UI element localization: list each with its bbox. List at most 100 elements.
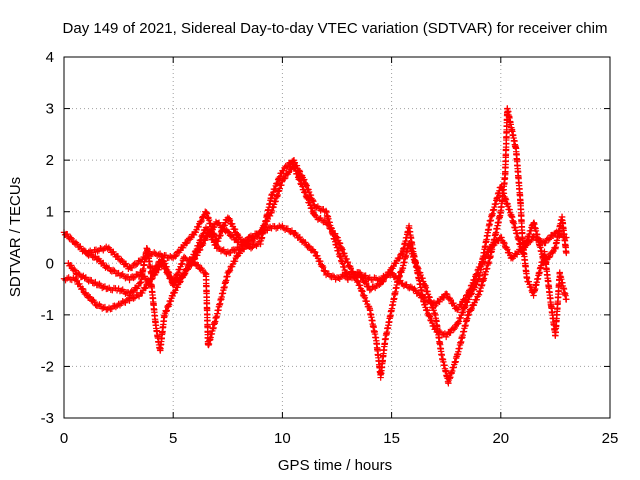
data-point: [165, 268, 172, 275]
data-point: [436, 327, 443, 335]
data-point: [542, 239, 549, 247]
data-point: [126, 292, 133, 299]
data-point: [459, 309, 466, 316]
data-point: [119, 257, 126, 265]
data-point: [187, 234, 195, 241]
data-point: [226, 267, 234, 274]
data-point: [183, 239, 191, 247]
data-point: [475, 275, 482, 282]
data-point: [293, 162, 301, 169]
data-point: [183, 266, 190, 274]
data-point: [226, 217, 234, 224]
data-point: [91, 298, 98, 306]
x-tick-label: 20: [492, 430, 509, 447]
data-point: [231, 247, 238, 255]
data-point: [82, 249, 90, 257]
data-point: [153, 263, 161, 270]
y-tick-label: -2: [41, 358, 54, 375]
data-point: [288, 227, 296, 234]
data-point: [546, 253, 554, 260]
data-point: [362, 279, 370, 287]
x-tick-label: 0: [60, 430, 68, 447]
data-point: [432, 325, 439, 333]
data-point: [462, 302, 469, 310]
data-point: [504, 246, 511, 253]
data-point: [76, 280, 83, 288]
data-point: [376, 281, 383, 289]
data-point: [176, 266, 184, 273]
y-tick-label: -1: [41, 307, 54, 324]
data-point: [143, 254, 150, 262]
data-point: [307, 191, 315, 199]
data-point: [389, 270, 396, 277]
data-point: [450, 326, 458, 333]
x-tick-label: 15: [383, 430, 400, 447]
data-point: [85, 293, 93, 300]
data-point: [87, 294, 94, 301]
data-point: [240, 238, 248, 245]
data-point: [451, 324, 459, 332]
data-point: [75, 269, 82, 277]
y-tick-label: -3: [41, 410, 54, 427]
data-point: [465, 311, 472, 318]
data-point: [150, 267, 158, 275]
data-point: [356, 282, 364, 289]
data-point: [281, 174, 289, 182]
data-point: [201, 269, 209, 277]
data-point: [171, 253, 179, 260]
data-point: [344, 258, 352, 266]
data-point: [180, 253, 188, 261]
data-point: [447, 296, 454, 304]
data-point: [67, 234, 74, 241]
data-point: [161, 260, 168, 267]
data-point: [359, 288, 366, 295]
data-point: [380, 278, 387, 285]
data-point: [130, 274, 137, 282]
data-point: [172, 252, 180, 259]
data-point: [430, 322, 438, 330]
data-point: [502, 244, 510, 252]
data-point: [190, 259, 197, 266]
data-point: [234, 253, 241, 260]
data-point: [454, 319, 461, 327]
data-point: [395, 255, 403, 262]
data-point: [306, 243, 313, 251]
y-tick-label: 0: [46, 255, 54, 272]
data-point: [141, 285, 149, 292]
data-point: [240, 245, 248, 253]
data-point: [318, 263, 325, 270]
data-point: [443, 291, 451, 298]
data-point: [275, 175, 282, 182]
data-point: [336, 240, 344, 247]
data-point: [468, 290, 475, 297]
data-point: [319, 263, 327, 271]
data-point: [68, 262, 75, 269]
data-point: [198, 217, 205, 225]
data-point: [339, 246, 346, 253]
data-point: [151, 249, 158, 256]
y-tick-label: 4: [46, 49, 54, 66]
data-point: [467, 291, 475, 298]
data-point: [216, 232, 224, 240]
data-point: [270, 189, 277, 196]
data-point: [421, 301, 429, 308]
data-point: [302, 239, 309, 246]
data-point: [498, 234, 505, 241]
data-point: [178, 261, 185, 268]
data-point: [172, 276, 179, 283]
data-point: [79, 285, 87, 293]
data-point: [135, 293, 143, 300]
series-track-3: [65, 105, 570, 387]
data-point: [457, 314, 464, 322]
data-point: [545, 254, 553, 261]
data-point: [465, 296, 472, 303]
data-point: [225, 267, 232, 275]
data-point: [194, 252, 201, 259]
data-point: [218, 227, 225, 234]
data-point: [88, 277, 95, 284]
plot-frame: [63, 56, 611, 419]
data-point: [359, 274, 366, 281]
data-point: [309, 196, 316, 204]
data-point: [545, 236, 553, 243]
